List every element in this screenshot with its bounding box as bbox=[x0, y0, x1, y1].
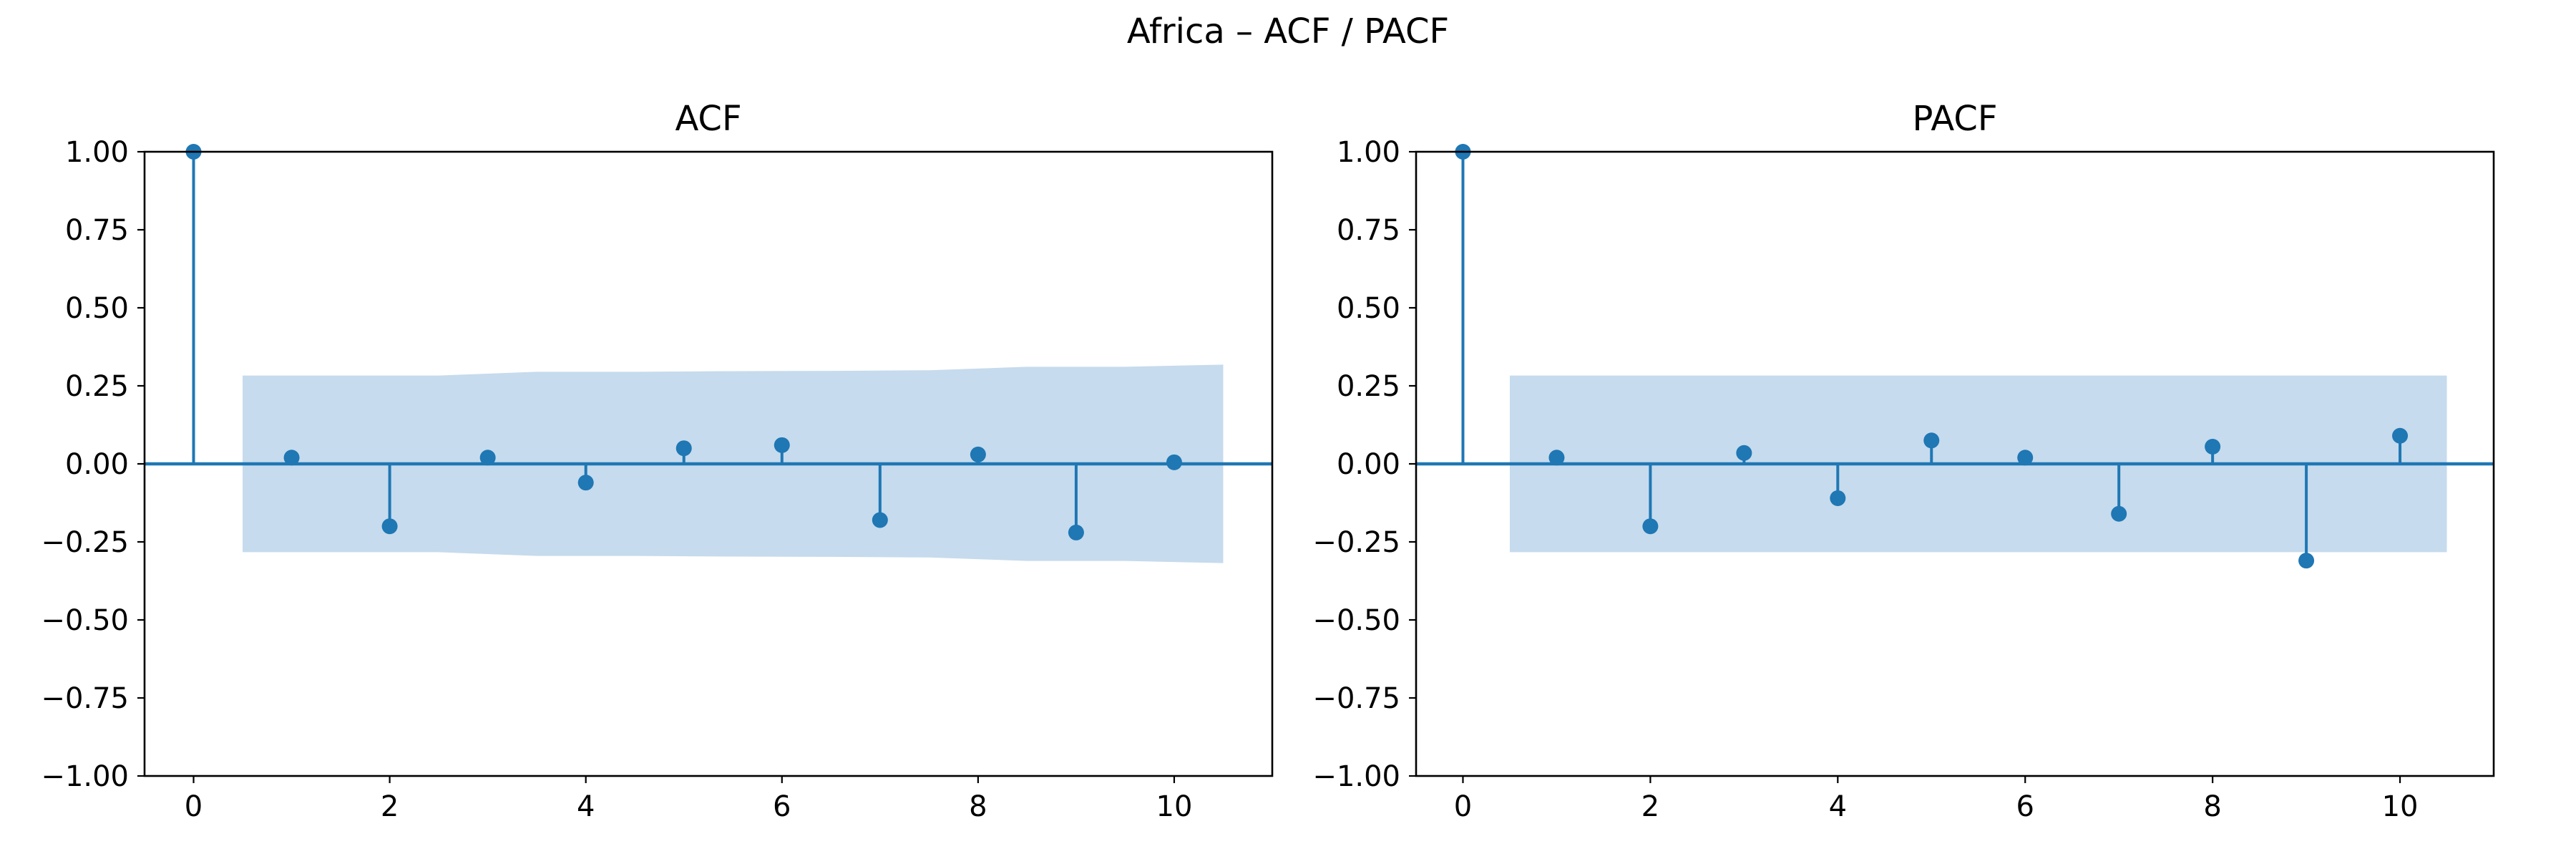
acf-ytick-label: −0.75 bbox=[41, 682, 129, 715]
pacf-ytick-label: 0.25 bbox=[1337, 370, 1400, 403]
acf-ytick-label: 0.00 bbox=[65, 448, 129, 481]
pacf-ytick-label: −0.50 bbox=[1312, 604, 1400, 637]
pacf-marker-lag-7 bbox=[2111, 505, 2127, 522]
pacf-marker-lag-4 bbox=[1830, 490, 1846, 506]
acf-ytick-label: −0.50 bbox=[41, 604, 129, 637]
acf-marker-lag-7 bbox=[872, 512, 888, 528]
pacf-panel: PACF 1.00 0.75 0.50 0.25 0.00 −0.25 −0.50 −0.75 −… bbox=[1312, 99, 2495, 823]
acf-marker-lag-8 bbox=[970, 446, 986, 462]
pacf-ytick-label: 0.00 bbox=[1337, 448, 1400, 481]
acf-marker-lag-10 bbox=[1166, 454, 1182, 470]
acf-title: ACF bbox=[675, 99, 741, 139]
acf-xtick-label: 2 bbox=[381, 790, 399, 823]
acf-xtick-label: 0 bbox=[185, 790, 203, 823]
pacf-marker-lag-9 bbox=[2298, 553, 2315, 569]
pacf-ytick-label: −1.00 bbox=[1312, 760, 1400, 793]
acf-marker-lag-2 bbox=[381, 518, 398, 535]
pacf-marker-lag-2 bbox=[1642, 518, 1659, 535]
acf-marker-lag-1 bbox=[283, 450, 300, 466]
pacf-xtick-label: 2 bbox=[1641, 790, 1659, 823]
acf-marker-lag-3 bbox=[479, 450, 496, 466]
acf-xtick-label: 10 bbox=[1156, 790, 1193, 823]
pacf-ytick-label: −0.25 bbox=[1312, 526, 1400, 559]
acf-panel: ACF 1.00 0.75 0.50 0.25 0.00 −0.25 −0.50 −0.75 −1… bbox=[41, 99, 1274, 823]
pacf-xtick-label: 4 bbox=[1829, 790, 1847, 823]
pacf-title: PACF bbox=[1913, 99, 1998, 139]
acf-ytick-label: −0.25 bbox=[41, 526, 129, 559]
pacf-ytick-label: 0.50 bbox=[1337, 292, 1400, 325]
pacf-xtick-label: 6 bbox=[2016, 790, 2034, 823]
acf-marker-lag-4 bbox=[577, 475, 594, 491]
pacf-marker-lag-8 bbox=[2205, 439, 2221, 455]
acf-xtick-label: 6 bbox=[773, 790, 791, 823]
figure-title: Africa – ACF / PACF bbox=[1127, 11, 1449, 52]
acf-ytick-label: 1.00 bbox=[65, 136, 129, 169]
acf-xtick-label: 4 bbox=[577, 790, 595, 823]
pacf-xtick-label: 8 bbox=[2203, 790, 2221, 823]
acf-xtick-label: 8 bbox=[969, 790, 987, 823]
acf-marker-lag-9 bbox=[1068, 524, 1084, 540]
pacf-xtick-label: 0 bbox=[1454, 790, 1472, 823]
pacf-marker-lag-10 bbox=[2392, 427, 2409, 444]
acf-marker-lag-5 bbox=[675, 440, 692, 457]
pacf-marker-lag-6 bbox=[2017, 450, 2034, 466]
pacf-marker-lag-5 bbox=[1923, 432, 1940, 449]
pacf-marker-lag-1 bbox=[1548, 450, 1565, 466]
acf-ytick-label: −1.00 bbox=[41, 760, 129, 793]
acf-marker-lag-6 bbox=[774, 437, 790, 453]
pacf-ytick-label: −0.75 bbox=[1312, 682, 1400, 715]
acf-ytick-label: 0.50 bbox=[65, 292, 129, 325]
pacf-xtick-label: 10 bbox=[2382, 790, 2419, 823]
pacf-ytick-label: 1.00 bbox=[1337, 136, 1400, 169]
acf-ytick-label: 0.25 bbox=[65, 370, 129, 403]
pacf-marker-lag-3 bbox=[1736, 445, 1752, 461]
pacf-ytick-label: 0.75 bbox=[1337, 214, 1400, 247]
acf-ytick-label: 0.75 bbox=[65, 214, 129, 247]
